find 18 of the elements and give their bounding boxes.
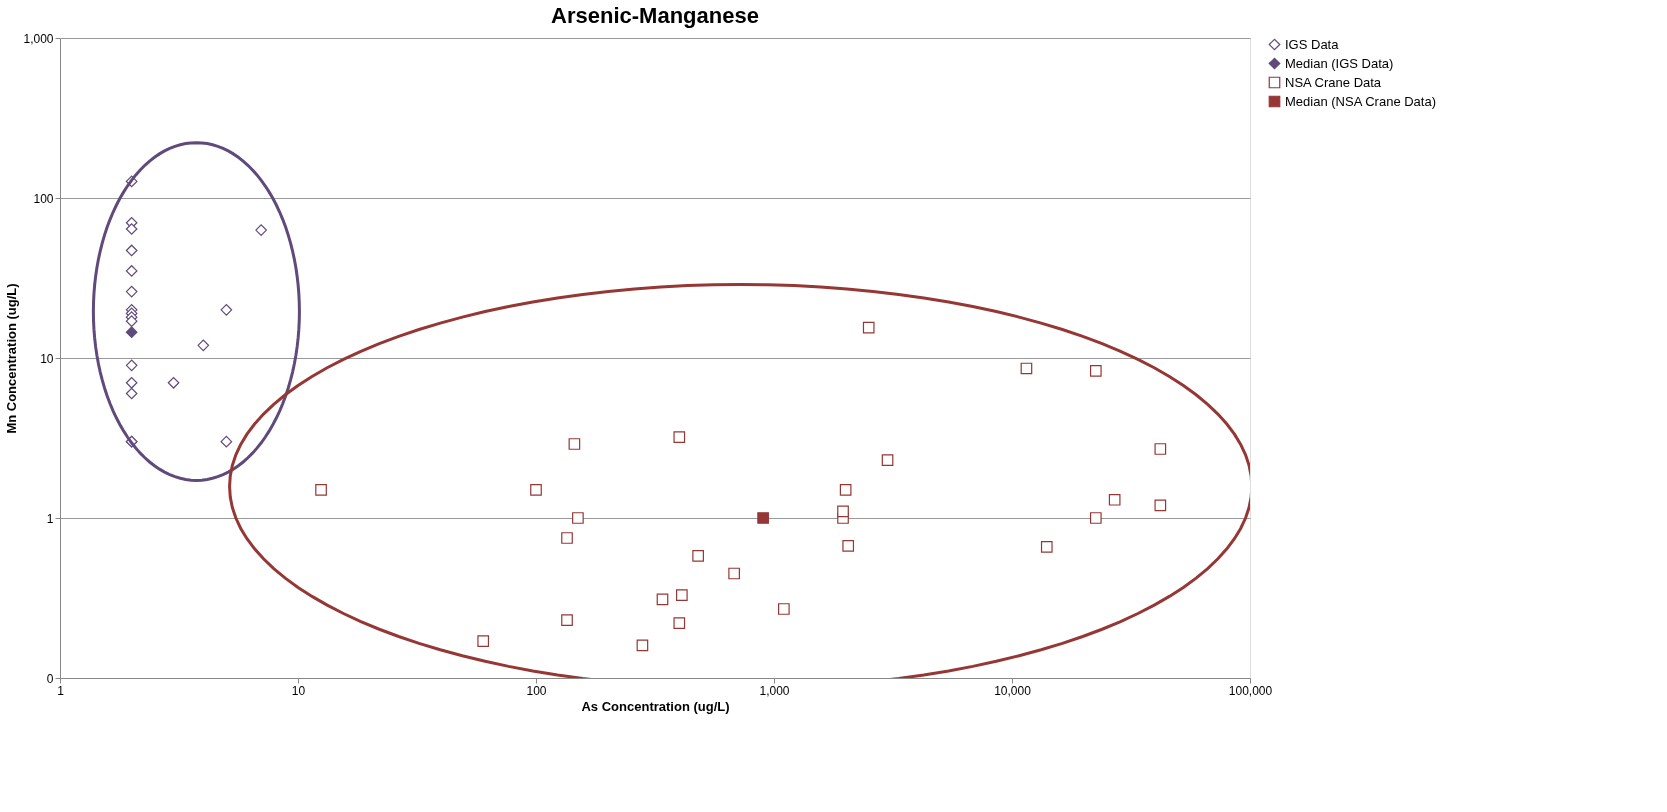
- x-tick-label: 10,000: [994, 683, 1032, 698]
- x-tick-label: 1: [57, 683, 65, 698]
- legend-label: IGS Data: [1285, 36, 1340, 52]
- chart-title: Arsenic-Manganese: [551, 3, 759, 28]
- y-tick-label: 100: [33, 191, 54, 206]
- y-axis-title: Mn Concentration (ug/L): [4, 283, 20, 434]
- legend-label: Median (NSA Crane Data): [1285, 93, 1437, 109]
- x-tick-label: 100: [526, 683, 547, 698]
- legend-label: NSA Crane Data: [1285, 74, 1382, 90]
- y-tick-label: 10: [40, 351, 54, 366]
- x-axis-title: As Concentration (ug/L): [581, 698, 730, 714]
- y-tick-label: 1: [46, 511, 54, 526]
- y-tick-label: 1,000: [23, 31, 54, 46]
- x-tick-label: 1,000: [759, 683, 790, 698]
- y-tick-label: 0: [46, 671, 54, 686]
- x-tick-label: 10: [291, 683, 306, 698]
- legend-label: Median (IGS Data): [1285, 55, 1394, 71]
- x-tick-label: 100,000: [1228, 683, 1273, 698]
